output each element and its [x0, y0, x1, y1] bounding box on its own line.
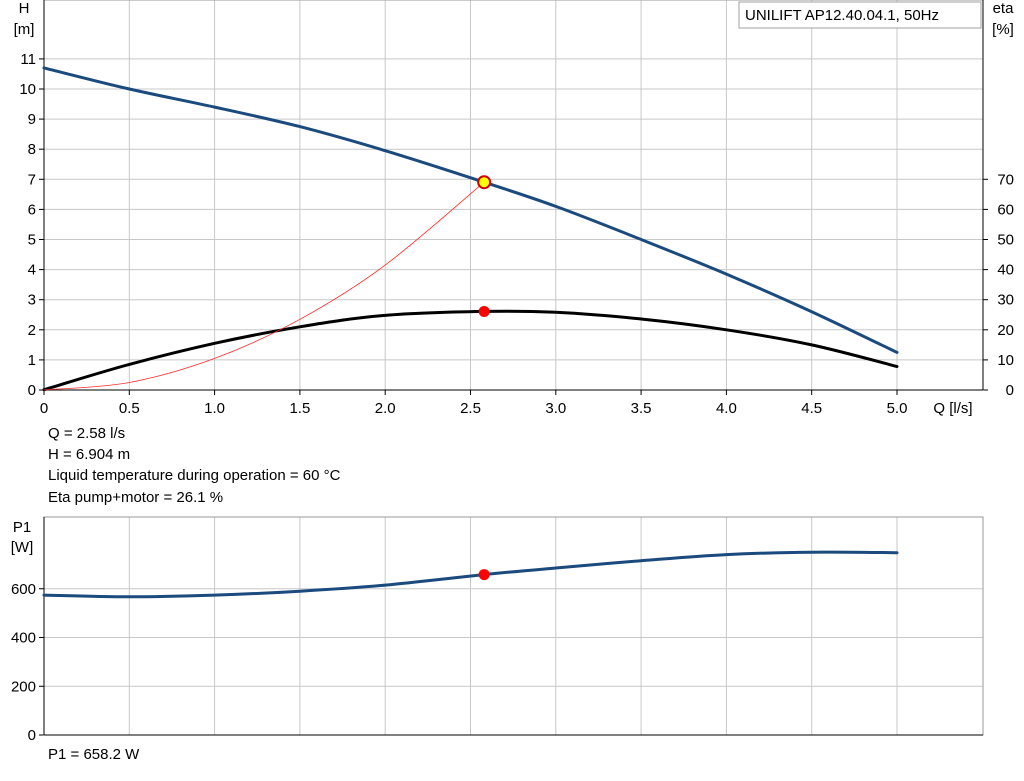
y-tick-label: 1: [28, 352, 36, 369]
x-tick-label: 0.5: [119, 400, 140, 417]
y-axis-unit: [m]: [14, 21, 35, 38]
info-eta: Eta pump+motor = 26.1 %: [48, 489, 224, 506]
y-axis-label: H: [19, 0, 30, 17]
y-tick-label: 4: [28, 262, 36, 279]
y-tick-label: 400: [11, 630, 36, 647]
y-tick-label: 5: [28, 232, 36, 249]
y2-axis-label: eta: [993, 0, 1015, 17]
x-tick-label: 0: [40, 400, 48, 417]
y2-tick-label: 70: [997, 171, 1014, 188]
y2-tick-label: 20: [997, 322, 1014, 339]
y-tick-label: 6: [28, 201, 36, 218]
title-box: UNILIFT AP12.40.04.1, 50Hz: [738, 1, 982, 29]
y-tick-label: 3: [28, 292, 36, 309]
y-axis-unit: [W]: [11, 539, 34, 556]
plot-area: [44, 0, 983, 390]
system-curve: [43, 181, 485, 391]
operating-point-power-marker: [478, 569, 490, 581]
y-tick-label: 8: [28, 141, 36, 158]
y-tick-label: 9: [28, 111, 36, 128]
power-plot: 0 200 400 600 P1 [W]: [11, 516, 984, 744]
y2-axis-unit: [%]: [992, 21, 1014, 38]
x-tick-label: 1.5: [289, 400, 310, 417]
x-tick-label: 3.5: [631, 400, 652, 417]
y2-tick-label: 60: [997, 201, 1014, 218]
y-axis-label: P1: [13, 519, 31, 536]
info-p1: P1 = 658.2 W: [48, 746, 140, 763]
y-tick-label: 0: [28, 382, 36, 399]
x-tick-label: 2.0: [375, 400, 396, 417]
chart-title: UNILIFT AP12.40.04.1, 50Hz: [745, 7, 939, 24]
info-liquid-temperature: Liquid temperature during operation = 60…: [48, 467, 341, 484]
y-tick-label: 200: [11, 678, 36, 695]
y-tick-label: 0: [28, 727, 36, 744]
x-tick-label: 3.0: [545, 400, 566, 417]
x-axis-label: Q [l/s]: [933, 400, 972, 417]
head-efficiency-plot: 0 0.5 1.0 1.5 2.0 2.5 3.0 3.5 4.0 4.5 5.0 0 1 2 3 4 5 6 7 8…: [14, 0, 1015, 417]
y-tick-label: 10: [19, 81, 36, 98]
plot-area: [44, 517, 983, 735]
x-tick-label: 1.0: [204, 400, 225, 417]
operating-point-head-marker: [477, 175, 492, 190]
y2-tick-label: 0: [1006, 382, 1014, 399]
info-head: H = 6.904 m: [48, 446, 131, 463]
y2-tick-label: 10: [997, 352, 1014, 369]
x-tick-label: 5.0: [887, 400, 908, 417]
operating-point-eta-marker: [478, 305, 490, 317]
y-tick-label: 600: [11, 581, 36, 598]
y-tick-label: 11: [20, 51, 36, 68]
info-flow: Q = 2.58 l/s: [48, 425, 126, 442]
x-tick-label: 2.5: [460, 400, 481, 417]
y2-tick-label: 30: [997, 292, 1014, 309]
y-tick-label: 7: [28, 171, 36, 188]
y2-tick-label: 40: [997, 262, 1014, 279]
x-tick-label: 4.0: [716, 400, 737, 417]
x-tick-label: 4.5: [801, 400, 822, 417]
y2-tick-label: 50: [997, 232, 1014, 249]
y-tick-label: 2: [28, 322, 36, 339]
